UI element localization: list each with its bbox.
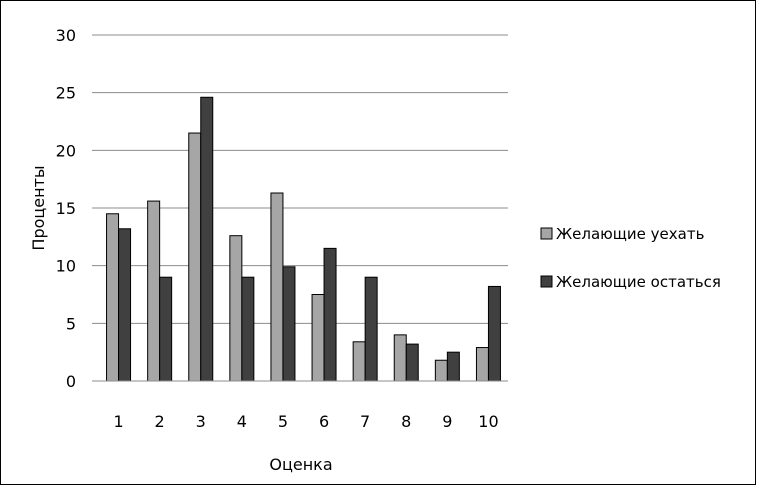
- x-tick-label: 2: [155, 412, 165, 431]
- y-axis-title: Проценты: [29, 165, 48, 250]
- bar-stay: [323, 247, 337, 382]
- legend-swatch: [540, 227, 553, 240]
- bar-leave: [475, 347, 489, 382]
- bar-leave: [270, 192, 284, 382]
- x-tick-label: 8: [401, 412, 411, 431]
- y-tick-label: 15: [56, 199, 76, 218]
- bar-leave: [188, 132, 202, 382]
- y-tick-label: 25: [56, 84, 76, 103]
- x-tick-label: 7: [360, 412, 370, 431]
- y-tick-label: 20: [56, 141, 76, 160]
- bar-stay: [200, 96, 214, 382]
- bar-stay: [405, 343, 419, 382]
- bar-leave: [147, 200, 161, 382]
- bar-stay: [159, 276, 173, 382]
- legend-swatch: [540, 275, 553, 288]
- legend: Желающие уехать Желающие остаться: [540, 225, 721, 291]
- bar-stay: [364, 276, 378, 382]
- bars: [106, 96, 501, 382]
- bar-stay: [487, 285, 501, 382]
- x-tick-label: 4: [237, 412, 247, 431]
- bar-leave: [434, 359, 448, 382]
- legend-label: Желающие уехать: [556, 225, 704, 243]
- x-axis-title: Оценка: [269, 455, 332, 474]
- y-tick-label: 10: [56, 257, 76, 276]
- x-tick-label: 1: [113, 412, 123, 431]
- y-tick-label: 5: [66, 314, 76, 333]
- y-axis-tick-labels: 0 5 10 15 20 25 30: [56, 26, 76, 391]
- y-tick-label: 0: [66, 372, 76, 391]
- x-tick-label: 6: [319, 412, 329, 431]
- bar-leave: [393, 334, 407, 382]
- bar-stay: [446, 351, 460, 382]
- bar-leave: [229, 235, 243, 382]
- bar-stay: [282, 266, 296, 382]
- x-tick-label: 5: [278, 412, 288, 431]
- bar-leave: [352, 341, 366, 382]
- y-tick-label: 30: [56, 26, 76, 45]
- bar-leave: [311, 294, 325, 382]
- x-axis-tick-labels: 1 2 3 4 5 6 7 8 9 10: [113, 412, 498, 431]
- legend-item: Желающие уехать: [540, 225, 704, 243]
- legend-item: Желающие остаться: [540, 273, 721, 291]
- bar-stay: [118, 228, 132, 382]
- legend-label: Желающие остаться: [556, 273, 721, 291]
- x-tick-label: 10: [478, 412, 498, 431]
- bar-stay: [241, 276, 255, 382]
- bar-leave: [106, 213, 120, 382]
- x-tick-label: 3: [196, 412, 206, 431]
- x-tick-label: 9: [442, 412, 452, 431]
